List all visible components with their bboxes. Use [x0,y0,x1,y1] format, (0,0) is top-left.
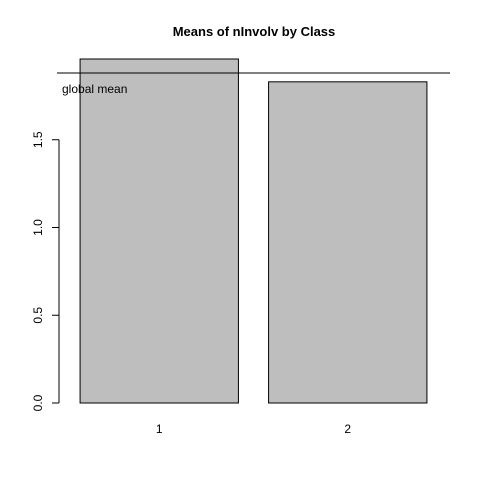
bar-2 [268,81,428,404]
chart-title: Means of nInvolv by Class [173,24,336,39]
x-tick-label-2: 2 [344,422,351,436]
y-tick-label-1: 0.5 [31,307,45,324]
global-mean-label: global mean [62,82,127,96]
y-tick-label-3: 1.5 [31,131,45,148]
y-axis: 0.0 0.5 1.0 1.5 [31,131,60,411]
bars [79,58,428,404]
x-tick-label-1: 1 [156,422,163,436]
y-tick-label-2: 1.0 [31,219,45,236]
global-mean-reference: global mean [57,72,450,96]
y-tick-label-0: 0.0 [31,394,45,411]
bar-1 [79,58,239,404]
